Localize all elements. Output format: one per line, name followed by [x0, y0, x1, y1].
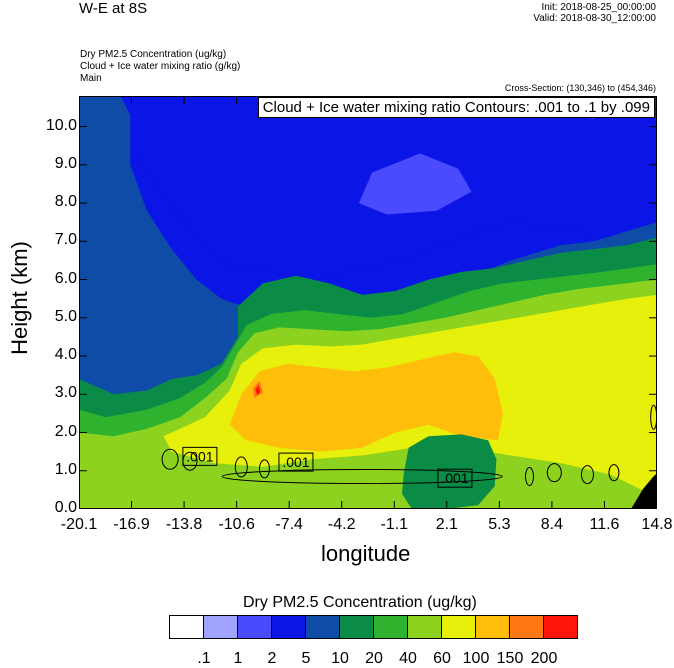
cloud-ice-contour-2: [234, 456, 248, 478]
y-tick-label: 3.0: [54, 384, 77, 402]
colorbar-swatch-0: [170, 616, 204, 638]
y-tick-label: 8.0: [54, 193, 77, 211]
x-axis-title: longitude: [321, 541, 411, 566]
colorbar-title: Dry PM2.5 Concentration (ug/kg): [243, 594, 477, 611]
concentration-region-11: [255, 384, 261, 395]
contour-label-1: .001: [282, 454, 309, 470]
colorbar-label: 2: [267, 650, 277, 667]
plot-title: W-E at 8S: [79, 0, 148, 17]
colorbar-swatch-3: [272, 616, 306, 638]
x-tick-label: -4.2: [327, 516, 356, 533]
colorbar: [169, 615, 578, 639]
plot-frame: [79, 96, 657, 509]
contour-label-2: .001: [441, 470, 468, 486]
contour-label-box-2: [437, 468, 473, 488]
x-tick-label: -16.9: [113, 516, 150, 533]
x-tick-label: -20.1: [60, 516, 98, 533]
colorbar-swatch-7: [408, 616, 442, 638]
colorbar-label: .1: [197, 650, 211, 667]
colorbar-label: 60: [433, 650, 451, 667]
y-tick-label: 5.0: [54, 307, 77, 325]
x-tick-label: -13.8: [165, 516, 203, 533]
cloud-ice-contour-0: [161, 448, 179, 470]
concentration-region-1: [358, 153, 472, 215]
y-tick-label: 6.0: [54, 269, 77, 287]
colorbar-label: 20: [365, 650, 383, 667]
colorbar-swatch-8: [442, 616, 476, 638]
colorbar-swatch-5: [340, 616, 374, 638]
x-tick-label: 8.4: [540, 516, 564, 533]
colorbar-label: 100: [462, 650, 490, 667]
x-tick-label: -1.1: [380, 516, 409, 533]
x-tick-label: -10.6: [218, 516, 255, 533]
colorbar-swatch-10: [510, 616, 544, 638]
y-tick-label: 0.0: [54, 499, 77, 516]
cross-section-label: Cross-Section: (130,346) to (454,346): [504, 83, 656, 93]
x-tick-label: 2.1: [435, 516, 458, 533]
colorbar-label: 200: [530, 650, 558, 667]
colorbar-swatch-4: [306, 616, 340, 638]
cloud-ice-contour-3: [258, 459, 270, 479]
colorbar-label: 150: [496, 650, 524, 667]
valid-time: Valid: 2018-08-30_12:00:00: [533, 13, 656, 24]
colorbar-swatch-2: [238, 616, 272, 638]
cloud-ice-contour-5: [524, 466, 534, 486]
contour-info-label: Cloud + Ice water mixing ratio Contours:…: [257, 97, 655, 118]
y-tick-label: 4.0: [54, 346, 77, 364]
y-tick-label: 1.0: [54, 460, 77, 478]
colorbar-swatch-9: [476, 616, 510, 638]
plot-area: .001 .001 .001 Cloud + Ice water mixing ra…: [79, 96, 657, 509]
contour-label-box-0: [182, 446, 218, 466]
cloud-ice-contour-7: [580, 465, 594, 485]
contour-label-box-1: [278, 452, 314, 472]
x-tick-label: 5.3: [488, 516, 511, 533]
y-tick-label: 7.0: [54, 231, 77, 249]
colorbar-swatch-11: [544, 616, 577, 638]
cloud-ice-contour-6: [546, 463, 562, 483]
colorbar-swatch-1: [204, 616, 238, 638]
terrain-mask: [631, 473, 657, 509]
cloud-ice-contour-8: [608, 464, 620, 482]
heatmap-svg: .001 .001 .001: [79, 96, 657, 509]
concentration-region-9: [402, 434, 497, 509]
x-tick-label: 14.8: [641, 516, 673, 533]
colorbar-swatch-6: [374, 616, 408, 638]
y-axis-title: Height (km): [6, 241, 32, 355]
colorbar-label: 10: [331, 650, 349, 667]
colorbar-label: 5: [301, 650, 311, 667]
concentration-region-8: [229, 352, 503, 452]
field-label-cloud-ice: Cloud + Ice water mixing ratio (g/kg): [80, 61, 241, 72]
colorbar-label: 40: [399, 650, 417, 667]
field-label-main: Main: [80, 73, 102, 84]
x-tick-label: 11.6: [589, 516, 620, 533]
cloud-ice-contour-4: [221, 468, 503, 484]
init-time: Init: 2018-08-25_00:00:00: [541, 2, 656, 13]
contour-label-0: .001: [186, 448, 213, 464]
y-tick-label: 2.0: [54, 422, 77, 440]
y-tick-label: 10.0: [45, 116, 77, 134]
x-tick-label: -7.4: [275, 516, 303, 533]
y-tick-label: 9.0: [54, 154, 77, 172]
field-label-pm25: Dry PM2.5 Concentration (ug/kg): [80, 49, 227, 60]
colorbar-label: 1: [233, 650, 243, 667]
